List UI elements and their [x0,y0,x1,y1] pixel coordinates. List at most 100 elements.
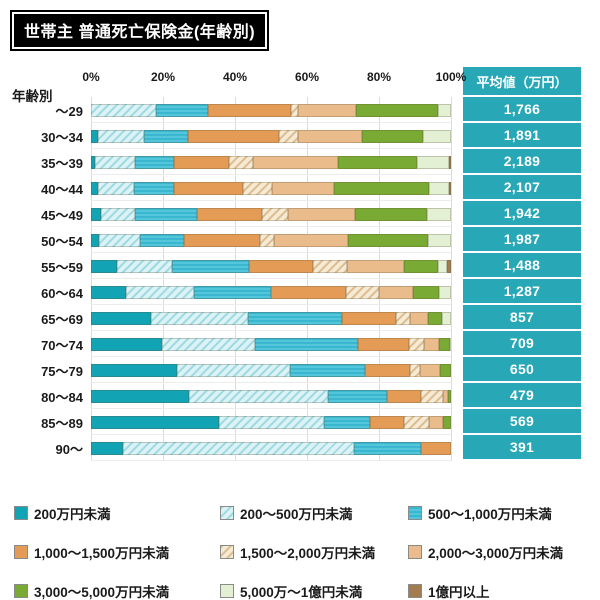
bar-segment [133,181,174,195]
bar-segment [95,155,135,169]
bar-segment [91,311,152,325]
age-group-label: 35～39 [41,155,83,171]
bar-segment [261,207,288,221]
average-value: 2,107 [463,175,581,201]
bar-segment [417,155,449,169]
x-axis-ticks: 0% 20% 40% 60% 80% 100% [82,67,466,97]
bar-segment [274,233,348,247]
bar-segment [249,259,313,273]
x-tick-0%: 0% [82,70,100,84]
bar-segment [410,311,428,325]
legend-item: 1億円以上 [408,581,594,600]
age-group-label: 65～69 [41,311,83,327]
bar-segment [439,285,451,299]
average-value: 650 [463,357,581,383]
legend-swatch-icon [408,506,422,520]
stacked-bar [91,311,451,325]
bar-segment [409,363,421,377]
x-tick-100%: 100% [435,70,467,84]
bar-segment [97,181,134,195]
bar-segment [370,415,404,429]
bar-segment [252,155,338,169]
x-tick-60%: 60% [294,70,320,84]
age-group-label: 30～34 [41,129,83,145]
stacked-bar [91,181,451,195]
age-group-label: 60～64 [41,285,83,301]
bar-cell [91,149,451,175]
average-panel-header: 平均値（万円） [463,67,581,97]
legend-swatch-icon [14,506,28,520]
x-tick-40%: 40% [222,70,248,84]
legend-label: 5,000万～1億円未満 [240,585,363,600]
bar-segment [272,181,334,195]
chart-header: 年齢別 0% 20% 40% 60% 80% 100% 平均値（万円） [6,67,594,104]
average-value: 1,942 [463,201,581,227]
bar-cell [91,227,451,253]
bar-segment [279,129,299,143]
bar-segment [91,233,100,247]
bar-segment [173,155,229,169]
stacked-bar [91,363,451,377]
average-value: 479 [463,383,581,409]
age-group-label: 90～ [55,441,83,457]
bar-segment [91,441,124,455]
stacked-bar [91,389,451,403]
bar-segment [421,389,443,403]
bar-segment [248,311,342,325]
legend-label: 500～1,000万円未満 [428,507,552,522]
stacked-bar-chart: 年齢別 0% 20% 40% 60% 80% 100% 平均値（万円） ～29 1,766 3… [6,67,594,461]
bar-segment [291,103,299,117]
legend: 200万円未満 200～500万円未満 500～1,000万円未満 1,000～1,5… [14,503,594,600]
bar-segment [123,441,355,455]
bar-segment [91,285,126,299]
bar-segment [345,285,380,299]
bar-segment [101,207,136,221]
bar-segment [441,311,451,325]
legend-label: 3,000～5,000万円未満 [34,585,170,600]
age-group-label: 50～54 [41,233,83,249]
legend-swatch-icon [220,545,234,559]
stacked-bar [91,259,451,273]
stacked-bar [91,337,451,351]
age-group-label: 80～84 [41,389,83,405]
bar-segment [427,233,451,247]
bar-segment [260,233,275,247]
bar-segment [97,129,144,143]
legend-item: 5,000万～1億円未満 [220,581,408,600]
bar-segment [440,363,451,377]
average-value: 709 [463,331,581,357]
age-group-label: 75～79 [41,363,83,379]
stacked-bar [91,285,451,299]
bar-segment [194,285,271,299]
bar-segment [156,103,208,117]
age-group-label: 40～44 [41,181,83,197]
bar-segment [446,259,451,273]
page-title: 世帯主 普通死亡保険金(年齢別) [14,14,266,47]
bar-segment [91,181,98,195]
bar-segment [298,103,356,117]
bar-segment [125,285,195,299]
bar-segment [386,389,422,403]
age-group-label: 45～49 [41,207,83,223]
legend-item: 1,500～2,000万円未満 [220,542,408,562]
legend-label: 1億円以上 [428,585,490,600]
bar-segment [364,363,410,377]
average-value: 1,987 [463,227,581,253]
bar-cell [91,383,451,409]
bar-segment [333,181,429,195]
stacked-bar [91,441,451,455]
bar-segment [426,207,451,221]
bar-segment [151,311,249,325]
bar-segment [354,441,422,455]
title-box: 世帯主 普通死亡保険金(年齢別) [10,10,270,51]
bar-segment [449,181,451,195]
stacked-bar [91,415,451,429]
bar-segment [442,415,451,429]
bar-segment [429,415,443,429]
bar-segment [91,129,98,143]
bar-segment [91,103,157,117]
table-row: 85～89 569 [6,409,594,435]
legend-swatch-icon [14,584,28,598]
bar-segment [91,155,96,169]
